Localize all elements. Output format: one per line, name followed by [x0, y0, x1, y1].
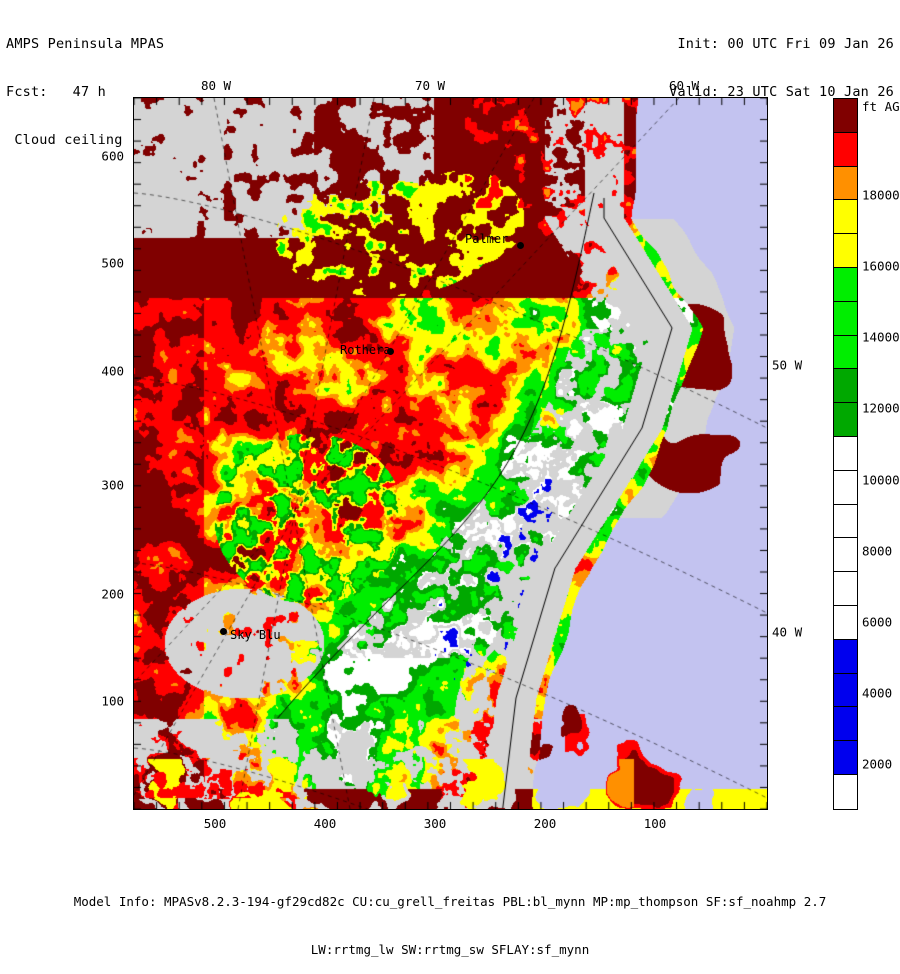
- model-title: AMPS Peninsula MPAS: [6, 36, 165, 52]
- colorbar-band-4000: [834, 234, 857, 268]
- colorbar-band-8500: [834, 403, 857, 437]
- axis-tick-top-80-W: 80 W: [200, 78, 232, 93]
- colorbar-band-12000: [834, 538, 857, 573]
- colorbar-band-15000: [834, 639, 857, 674]
- colorbar-band-18000: [834, 741, 857, 775]
- station-label-rothera: Rothera: [340, 343, 391, 357]
- axis-tick-right-50-W: 50 W: [772, 357, 803, 373]
- colorbar[interactable]: [833, 98, 858, 810]
- colorbar-units-label: ft AGL: [862, 99, 900, 114]
- colorbar-band-8000: [834, 369, 857, 404]
- colorbar-label-4000: 4000: [862, 685, 893, 701]
- colorbar-band-2500: [834, 166, 857, 201]
- colorbar-band-13000: [834, 572, 857, 606]
- colorbar-band-10000: [834, 470, 857, 505]
- colorbar-label-10000: 10000: [862, 472, 900, 488]
- axis-tick-bottom-400: 400: [313, 816, 337, 831]
- colorbar-band-0: [834, 99, 857, 133]
- axis-tick-bottom-300: 300: [423, 816, 447, 831]
- axis-tick-bottom-100: 100: [643, 816, 667, 831]
- station-label-palmer: Palmer: [465, 232, 509, 246]
- colorbar-label-8000: 8000: [862, 543, 893, 559]
- model-info-line-2: LW:rrtmg_lw SW:rrtmg_sw SFLAY:sf_mynn: [310, 942, 590, 957]
- init-time: Init: 00 UTC Fri 09 Jan 26: [677, 36, 894, 52]
- colorbar-band-1500: [834, 132, 857, 167]
- colorbar-label-18000: 18000: [862, 187, 900, 203]
- colorbar-label-6000: 6000: [862, 614, 893, 630]
- forecast-hour: Fcst: 47 h: [6, 84, 106, 100]
- colorbar-band-9000: [834, 436, 857, 471]
- colorbar-label-14000: 14000: [862, 329, 900, 345]
- colorbar-label-2000: 2000: [862, 756, 893, 772]
- colorbar-band-6000: [834, 301, 857, 336]
- colorbar-band-11000: [834, 504, 857, 539]
- map-plot-area[interactable]: Palmer Rothera Sky Blu: [133, 97, 768, 810]
- model-info-line-1: Model Info: MPASv8.2.3-194-gf29cd82c CU:…: [73, 894, 827, 909]
- station-marker-sky-blu: [220, 628, 227, 635]
- cloud-ceiling-field: [134, 98, 767, 809]
- model-info-footer: Model Info: MPASv8.2.3-194-gf29cd82c CU:…: [0, 862, 900, 974]
- axis-tick-top-60-W: 60 W: [668, 78, 700, 93]
- axis-tick-left-600: 600: [101, 148, 124, 164]
- colorbar-band-17000: [834, 707, 857, 742]
- colorbar-band-3000: [834, 200, 857, 235]
- station-marker-palmer: [517, 242, 524, 249]
- colorbar-label-16000: 16000: [862, 258, 900, 274]
- axis-tick-left-400: 400: [101, 363, 124, 379]
- header-right-block: Init: 00 UTC Fri 09 Jan 26 Valid: 23 UTC…: [669, 4, 894, 116]
- colorbar-label-12000: 12000: [862, 400, 900, 416]
- axis-tick-left-500: 500: [101, 255, 124, 271]
- colorbar-band-19000: [834, 774, 857, 809]
- axis-tick-left-300: 300: [101, 477, 124, 493]
- axis-tick-top-70-W: 70 W: [414, 78, 446, 93]
- valid-time: Valid: 23 UTC Sat 10 Jan 26: [669, 84, 894, 100]
- axis-tick-right-40-W: 40 W: [772, 624, 803, 640]
- colorbar-band-7000: [834, 335, 857, 370]
- station-marker-rothera: [387, 348, 394, 355]
- axis-tick-left-100: 100: [101, 693, 124, 709]
- axis-tick-bottom-200: 200: [533, 816, 557, 831]
- station-label-sky-blu: Sky Blu: [230, 628, 281, 642]
- colorbar-band-5000: [834, 267, 857, 302]
- axis-tick-left-200: 200: [101, 586, 124, 602]
- colorbar-band-16000: [834, 673, 857, 708]
- colorbar-band-14000: [834, 605, 857, 640]
- axis-tick-bottom-500: 500: [203, 816, 227, 831]
